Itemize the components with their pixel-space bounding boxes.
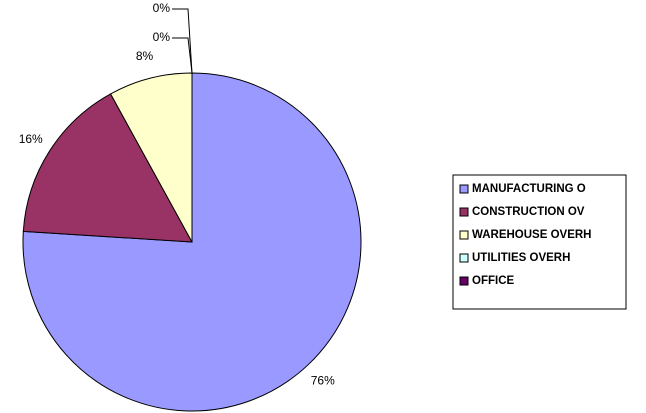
legend-label: UTILITIES OVERH [472,252,570,264]
leader-line [172,37,193,74]
legend-label: CONSTRUCTION OV [472,206,585,218]
legend-label: WAREHOUSE OVERH [472,229,592,241]
legend-swatch [459,184,469,194]
legend-box [452,174,627,310]
data-label: 8% [136,49,154,63]
leader-line [172,8,193,74]
legend-swatch [459,230,469,240]
data-label: 16% [19,132,43,146]
data-label: 76% [311,373,335,387]
legend-swatch [459,276,469,286]
legend-swatch [459,207,469,217]
data-label: 0% [153,30,171,44]
pie-slice [22,72,362,412]
legend-label: MANUFACTURING O [472,183,586,195]
legend-swatch [459,253,469,263]
pie-slice [22,93,193,243]
legend-label: OFFICE [472,275,514,287]
data-label: 0% [153,1,171,15]
